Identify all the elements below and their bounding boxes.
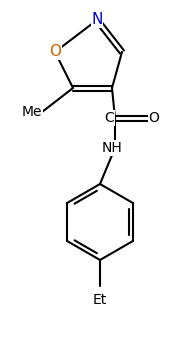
Text: NH: NH (102, 141, 122, 155)
Text: N: N (91, 13, 103, 28)
Text: C: C (104, 111, 114, 125)
Text: O: O (49, 45, 61, 59)
Text: Et: Et (93, 293, 107, 307)
Text: O: O (149, 111, 160, 125)
Text: Me: Me (22, 105, 42, 119)
